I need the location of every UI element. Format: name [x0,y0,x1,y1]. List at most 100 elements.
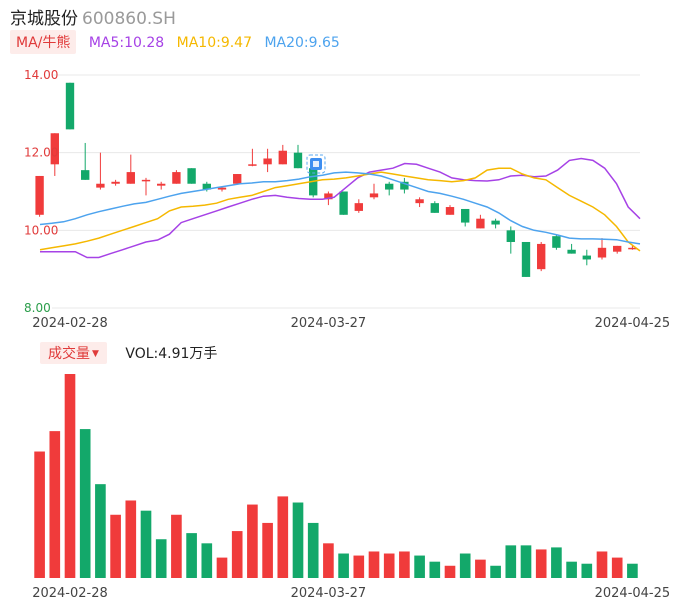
candle-body [172,172,181,184]
ma5-label: MA5:10.28 [88,35,165,51]
volume-legend: 成交量 ▼ VOL:4.91万手 [40,342,217,364]
volume-bar [247,504,258,578]
volume-bar [551,547,562,578]
price-tick-label: 10.00 [24,223,58,237]
candle-body [628,247,637,250]
volume-bar [201,543,213,578]
ma10-line [39,167,641,252]
candle-body [157,183,166,186]
volume-value: VOL:4.91万手 [125,346,218,362]
volume-bar [216,557,228,578]
date-tick-label: 2024-04-25 [595,316,671,331]
stock-title: 京城股份 600860.SH [10,4,176,29]
volume-bar [383,553,395,578]
price-tick-label: 14.00 [24,68,58,82]
candle-body [293,152,303,169]
candle-body [506,230,515,242]
candle-body [202,183,211,190]
volume-bar [353,555,365,578]
price-grid [52,74,640,309]
marker-glyph [313,161,319,167]
volume-bar [140,510,152,578]
candle-body [126,172,135,184]
volume-bar [596,551,608,578]
candle-body [476,218,485,229]
volume-bar [490,565,501,578]
candle-body [369,193,379,198]
candle-body [613,245,622,252]
volume-date-axis: 2024-02-28 2024-03-27 2024-04-25 [32,586,670,601]
volume-bar [566,561,577,578]
volume-bar [49,431,61,578]
volume-bar [262,522,273,578]
volume-bar [611,557,623,578]
candle-body [35,175,44,215]
candle-body [521,241,531,277]
candle-body [187,168,196,184]
candle-body [461,208,470,223]
volume-bar [459,553,471,578]
volume-selector-label: 成交量 [48,346,90,362]
candle-body [248,164,257,166]
candle-body [50,133,59,165]
price-tick-label: 8.00 [24,301,51,315]
marker-frame [306,154,326,174]
candle-body [582,255,591,260]
volume-bar [95,484,106,578]
ma5-line [40,157,641,259]
candle-body [263,158,272,165]
volume-bar [307,522,319,578]
volume-bar [155,539,167,578]
stock-code: 600860.SH [82,9,176,29]
date-tick-label: 2024-02-28 [32,316,108,331]
volume-bar [444,565,456,578]
ma10-label: MA10:9.47 [176,35,252,51]
volume-bar [277,496,289,578]
volume-bar [581,563,593,578]
volume-bar [627,563,638,578]
volume-bar [520,545,532,578]
candle-body [111,181,120,184]
volume-bar [79,429,91,578]
candle-body [81,170,90,180]
candle-body [491,220,500,225]
event-marker-icon[interactable] [306,154,326,174]
volume-bar [535,549,547,578]
candle-body [385,183,394,190]
candle-body [415,199,424,204]
volume-bar [292,502,304,578]
volume-selector[interactable]: 成交量 ▼ [40,342,107,364]
volume-bar [475,559,486,578]
volume-bar [34,451,45,578]
volume-bar [231,531,243,578]
date-tick-label: 2024-03-27 [291,316,367,331]
candle-body [400,181,409,190]
ma20-label: MA20:9.65 [264,35,340,51]
candle-body [552,236,561,248]
candle-body [537,243,546,270]
ma-legend: MA/牛熊 MA5:10.28 MA10:9.47 MA20:9.65 [10,30,340,54]
candle-body [339,191,348,215]
indicator-selector[interactable]: MA/牛熊 [10,30,77,54]
volume-bar [125,500,137,578]
candle-body [324,193,333,200]
candle-body [141,179,151,182]
volume-bar [64,374,76,578]
price-axis: 14.00 12.00 10.00 8.00 [24,68,58,315]
candle-body [233,174,242,184]
candle-body [217,187,227,190]
stock-name: 京城股份 [10,9,78,29]
candle-body [567,249,576,254]
volume-bar [323,543,334,578]
candle-body [65,82,75,130]
candle-body [430,203,439,213]
volume-date-tick-label: 2024-02-28 [32,586,108,601]
candle-body [278,150,287,165]
volume-bar [110,514,121,578]
candle-body [354,203,363,211]
volume-bar [338,553,349,578]
volume-bar [399,551,410,578]
date-axis: 2024-02-28 2024-03-27 2024-04-25 [32,316,670,331]
volume-bars [34,374,638,578]
